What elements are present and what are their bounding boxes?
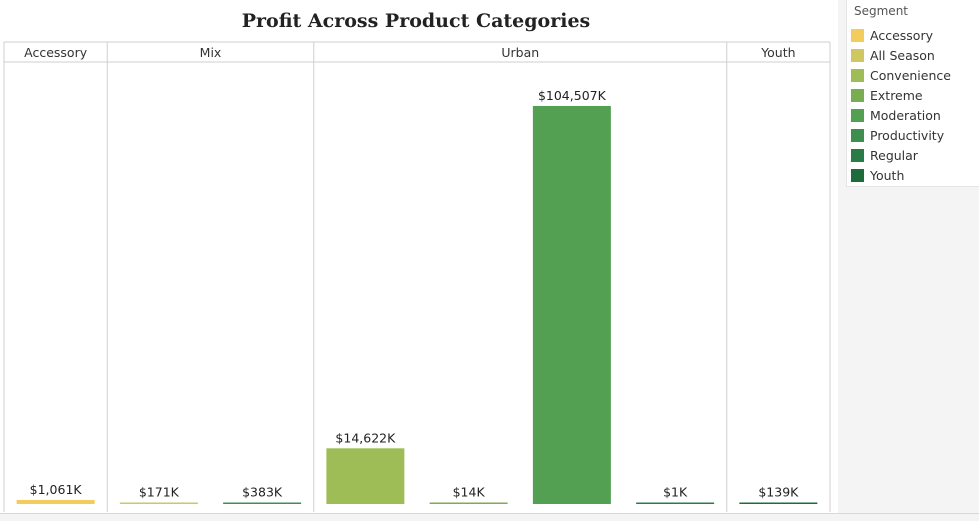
legend-item-youth[interactable]: Youth [851, 166, 904, 184]
legend-item-productivity[interactable]: Productivity [851, 126, 944, 144]
legend-swatch [851, 148, 864, 162]
chart-canvas: Profit Across Product Categories Accesso… [3, 10, 831, 512]
data-label: $383K [242, 485, 283, 500]
bar-extreme [429, 502, 508, 504]
bar-convenience [326, 448, 405, 504]
legend-item-convenience[interactable]: Convenience [851, 66, 951, 84]
bar-moderation [532, 105, 611, 504]
panel-header-label: Urban [501, 45, 539, 60]
bar-accessory [16, 499, 95, 504]
legend-swatch [851, 108, 864, 122]
legend-label: Productivity [870, 127, 945, 143]
legend-label: Convenience [870, 67, 951, 83]
panel-header-label: Accessory [24, 45, 88, 60]
data-label: $14K [453, 485, 486, 500]
bar-youth [739, 502, 818, 504]
panel-header-label: Mix [200, 45, 222, 60]
legend-swatch [851, 168, 864, 182]
data-label: $14,622K [335, 430, 396, 445]
legend-swatch [851, 28, 864, 42]
legend-swatch [851, 68, 864, 82]
bar-regular [636, 502, 715, 504]
legend-item-accessory[interactable]: Accessory [851, 26, 933, 44]
chart-title: Profit Across Product Categories [242, 10, 590, 32]
data-label: $1,061K [30, 482, 83, 497]
panel-header-label: Youth [760, 45, 795, 60]
legend-label: Accessory [870, 27, 933, 43]
legend-title: Segment [854, 4, 908, 18]
legend-item-extreme[interactable]: Extreme [851, 86, 923, 104]
legend-label: Youth [870, 167, 905, 183]
legend-swatch [851, 128, 864, 142]
legend-swatch [851, 48, 864, 62]
chart-area: Profit Across Product Categories Accesso… [0, 0, 838, 513]
legend-swatch [851, 88, 864, 102]
bar-productivity [223, 502, 302, 504]
legend-label: All Season [870, 47, 935, 63]
legend-label: Extreme [870, 87, 923, 103]
legend: Segment Accessory All Season Convenience Ex… [846, 0, 979, 187]
bar-all-season [119, 502, 198, 504]
legend-item-moderation[interactable]: Moderation [851, 106, 941, 124]
legend-label: Regular [870, 147, 918, 163]
data-label: $1K [663, 485, 688, 500]
legend-item-all-season[interactable]: All Season [851, 46, 935, 64]
legend-item-regular[interactable]: Regular [851, 146, 918, 164]
bottom-divider [0, 513, 979, 514]
data-label: $139K [758, 485, 799, 500]
legend-label: Moderation [870, 107, 941, 123]
data-label: $104,507K [538, 88, 607, 103]
data-label: $171K [139, 485, 180, 500]
